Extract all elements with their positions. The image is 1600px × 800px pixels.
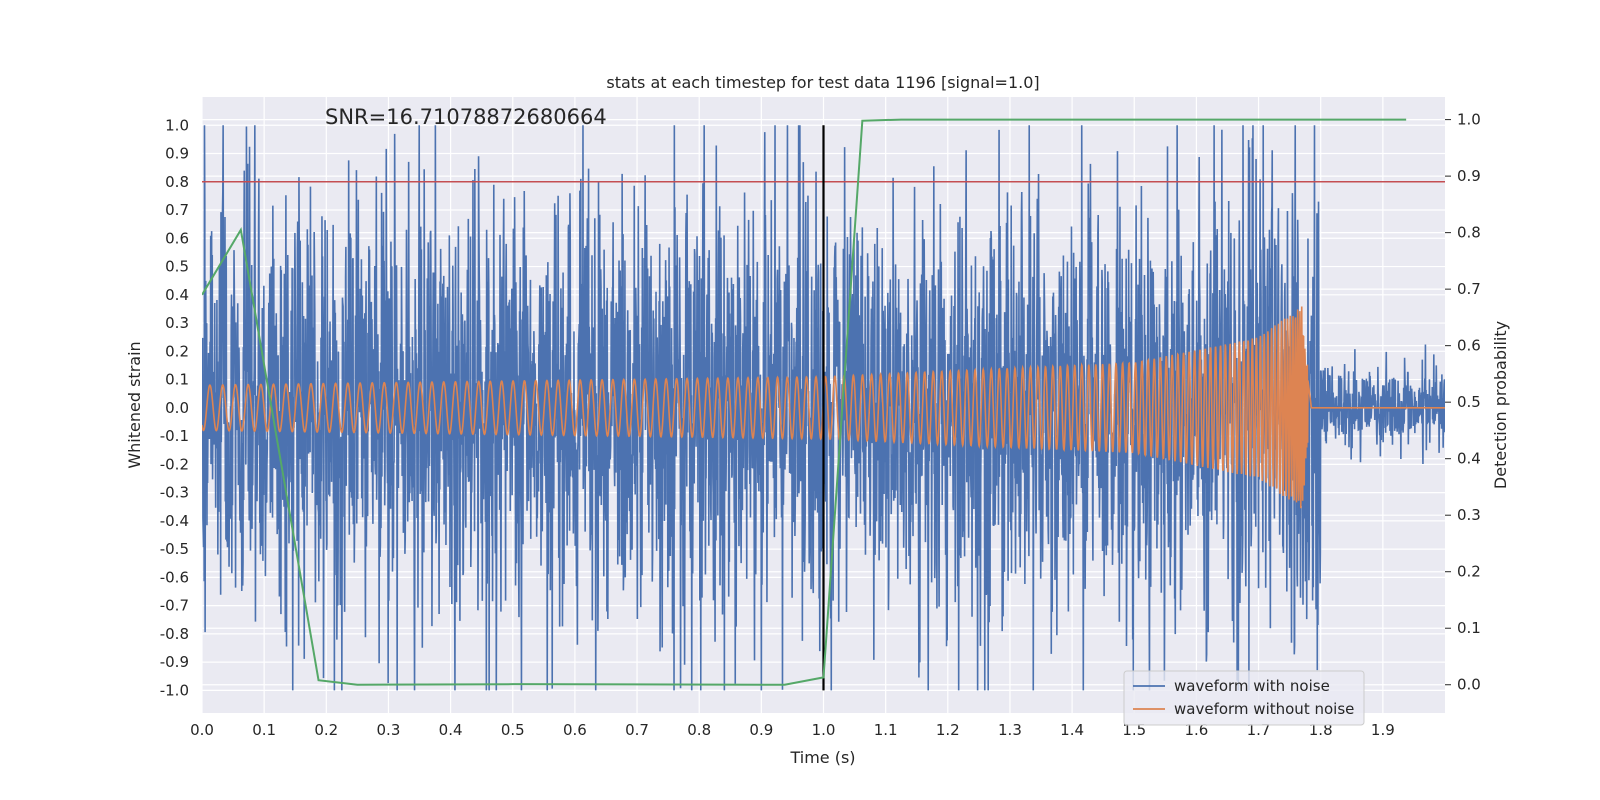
y-tick-label: 1.0 [165, 116, 189, 134]
legend-box [1123, 670, 1365, 726]
y-tick-label: 0.7 [165, 201, 189, 219]
y2-tick-label: 0.0 [1457, 676, 1481, 694]
snr-annotation: SNR=16.71078872680664 [325, 105, 607, 129]
y-tick-label: 0.3 [165, 314, 189, 332]
x-tick-label: 1.3 [998, 721, 1022, 739]
x-tick-label: 1.0 [812, 721, 836, 739]
y2-axis-label: Detection probability [1491, 321, 1510, 489]
x-tick-label: 0.1 [252, 721, 276, 739]
chart-title: stats at each timestep for test data 119… [606, 73, 1039, 92]
y-tick-label: 0.1 [165, 371, 189, 389]
x-tick-label: 1.2 [936, 721, 960, 739]
y-tick-label: 0.5 [165, 258, 189, 276]
y-tick-label: -0.1 [160, 427, 189, 445]
y-tick-label: -0.2 [160, 455, 189, 473]
y-tick-label: -0.3 [160, 484, 189, 502]
y-tick-label: -1.0 [160, 681, 189, 699]
y-tick-label: -0.8 [160, 625, 189, 643]
y-tick-label: 0.0 [165, 399, 189, 417]
y2-tick-label: 0.1 [1457, 619, 1481, 637]
y-tick-label: -0.5 [160, 540, 189, 558]
x-tick-label: 1.1 [874, 721, 898, 739]
y2-tick-label: 0.8 [1457, 224, 1481, 242]
x-tick-label: 0.5 [501, 721, 525, 739]
y2-tick-label: 0.5 [1457, 393, 1481, 411]
y-tick-label: 0.6 [165, 229, 189, 247]
x-tick-label: 0.8 [687, 721, 711, 739]
y-tick-label: -0.9 [160, 653, 189, 671]
y2-tick-label: 0.4 [1457, 450, 1481, 468]
x-tick-label: 0.0 [190, 721, 214, 739]
y-tick-label: 0.2 [165, 342, 189, 360]
x-tick-label: 1.4 [1060, 721, 1084, 739]
y2-tick-label: 0.2 [1457, 563, 1481, 581]
x-axis-label: Time (s) [789, 748, 855, 767]
y-tick-label: -0.7 [160, 597, 189, 615]
x-tick-label: 0.3 [377, 721, 401, 739]
y-tick-label: 0.4 [165, 286, 189, 304]
x-tick-label: 0.7 [625, 721, 649, 739]
y2-tick-labels: 0.0 0.1 0.2 0.3 0.4 0.5 0.6 0.7 0.8 0.9 1.0 [1445, 111, 1481, 694]
legend-label-waveform-with-noise: waveform with noise [1174, 677, 1330, 695]
y-axis-label: Whitened strain [125, 341, 144, 468]
x-tick-label: 0.6 [563, 721, 587, 739]
y2-tick-label: 0.3 [1457, 506, 1481, 524]
y-tick-label: -0.4 [160, 512, 189, 530]
legend-label-waveform-without-noise: waveform without noise [1174, 700, 1354, 718]
y2-tick-label: 1.0 [1457, 111, 1481, 129]
legend: waveform with noise waveform without noi… [1123, 670, 1365, 726]
x-tick-label: 0.9 [749, 721, 773, 739]
y-tick-label: 0.8 [165, 173, 189, 191]
y2-tick-label: 0.9 [1457, 167, 1481, 185]
series-line-detection-probability [202, 118, 1407, 686]
x-tick-label: 0.2 [314, 721, 338, 739]
y2-tick-label: 0.7 [1457, 280, 1481, 298]
y-tick-label: 0.9 [165, 145, 189, 163]
x-tick-label: 1.9 [1371, 721, 1395, 739]
y-tick-labels: -1.0 -0.9 -0.8 -0.7 -0.6 -0.5 -0.4 -0.3 -0.2 -0.1… [160, 116, 189, 699]
y-tick-label: -0.6 [160, 568, 189, 586]
x-tick-label: 0.4 [439, 721, 463, 739]
y2-tick-label: 0.6 [1457, 337, 1481, 355]
